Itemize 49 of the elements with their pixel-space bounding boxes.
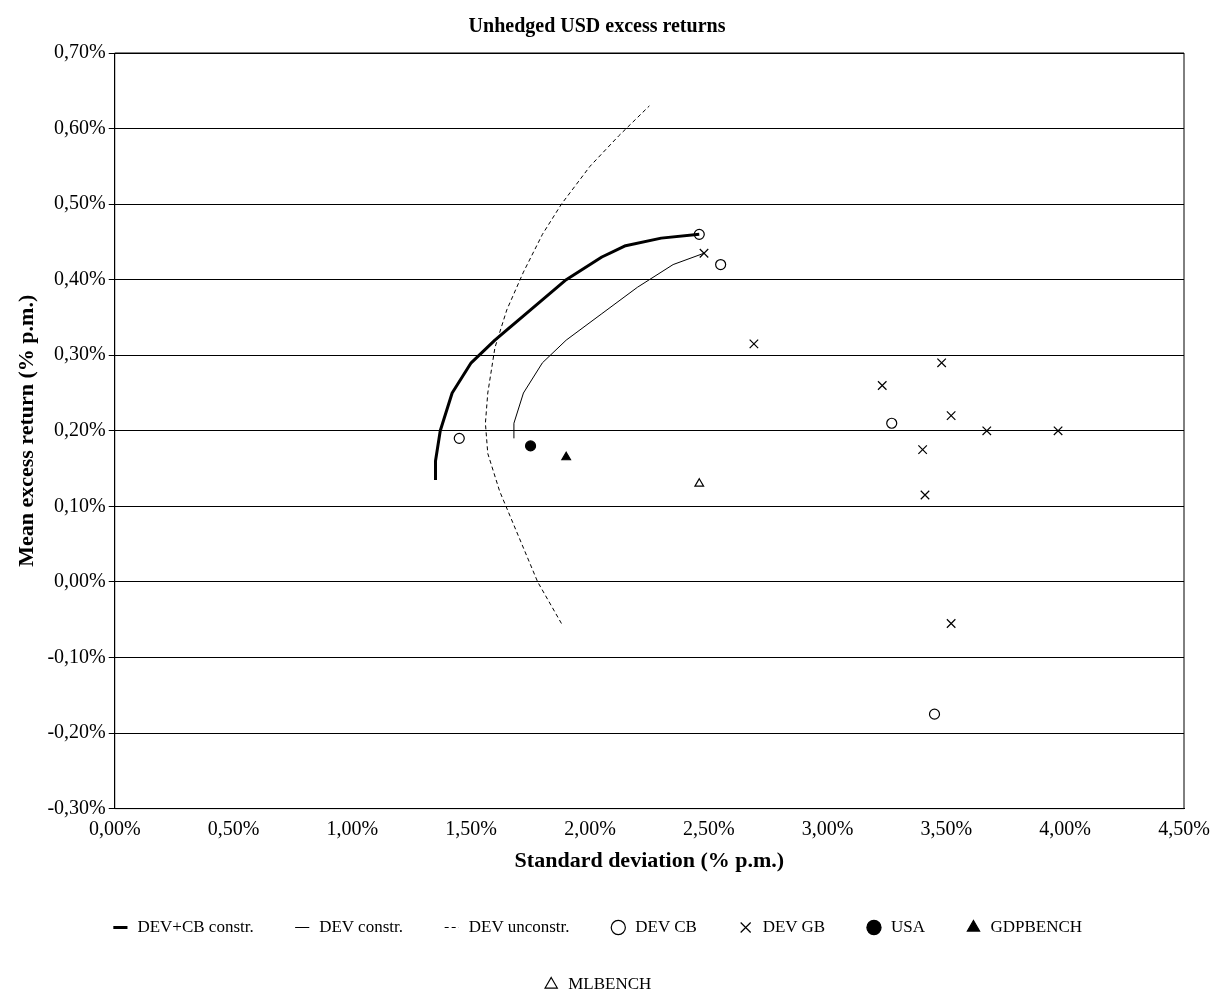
x-tick-label: 3,00% <box>801 816 854 839</box>
chart-title: Unhedged USD excess returns <box>468 14 726 38</box>
y-axis-title: Mean excess return (% p.m.) <box>12 294 38 567</box>
point <box>561 451 572 461</box>
x-tick-label: 3,50% <box>920 816 973 839</box>
point <box>877 380 888 391</box>
point <box>715 258 727 271</box>
point <box>524 440 537 452</box>
x-tick-label: 0,50% <box>207 816 260 839</box>
point <box>981 425 992 436</box>
point <box>946 410 956 421</box>
x-tick-label: 2,50% <box>682 816 735 839</box>
point <box>886 417 898 429</box>
point <box>1053 425 1063 436</box>
x-tick-label: 1,00% <box>326 816 379 839</box>
y-tick-label: 0,00% <box>54 569 106 592</box>
y-tick-label: -0,30% <box>47 795 106 818</box>
point <box>694 478 705 487</box>
x-tick-label: 2,00% <box>564 816 616 839</box>
y-tick-label: 0,30% <box>54 342 106 365</box>
legend-label: GDPBENCH <box>990 916 1083 936</box>
legend-label: MLBENCH <box>568 973 652 993</box>
legend-label: DEV GB <box>762 916 826 936</box>
point <box>749 339 759 349</box>
legend-label: DEV constr. <box>319 916 403 936</box>
legend-label: DEV unconstr. <box>468 916 570 936</box>
point <box>920 490 930 500</box>
y-tick-label: -0,20% <box>47 720 106 743</box>
point <box>928 708 941 720</box>
x-tick-label: 4,50% <box>1158 816 1210 839</box>
y-tick-label: 0,20% <box>54 418 106 441</box>
y-tick-label: 0,60% <box>54 115 106 138</box>
point <box>936 357 947 368</box>
x-tick-label: 1,50% <box>445 816 497 839</box>
legend-label: DEV CB <box>635 916 697 936</box>
legend-label: DEV+CB constr. <box>137 916 254 936</box>
x-axis-title: Standard deviation (% p.m.) <box>514 847 785 873</box>
legend-label: USA <box>890 916 926 936</box>
y-tick-label: 0,40% <box>54 266 106 289</box>
y-tick-label: 0,50% <box>54 191 106 214</box>
y-tick-label: 0,70% <box>54 40 106 63</box>
point <box>699 248 709 259</box>
y-tick-label: 0,10% <box>54 493 106 516</box>
x-tick-label: 0,00% <box>88 816 141 839</box>
point <box>917 444 928 455</box>
y-tick-label: -0,10% <box>47 644 106 667</box>
point <box>946 618 956 629</box>
x-tick-label: 4,00% <box>1039 816 1092 839</box>
point <box>453 432 465 444</box>
